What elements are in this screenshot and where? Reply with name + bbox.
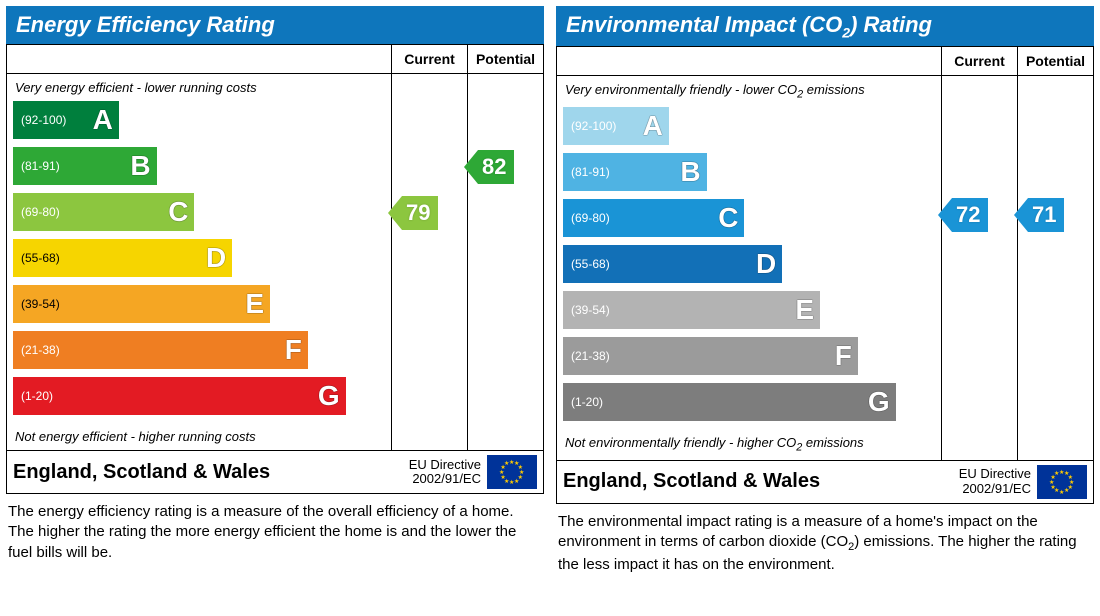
environmental-bars: Very environmentally friendly - lower CO… <box>557 76 941 459</box>
energy-header-row: Current Potential <box>7 45 543 74</box>
environmental-top-note: Very environmentally friendly - lower CO… <box>563 80 941 107</box>
band-range: (1-20) <box>571 395 603 409</box>
environmental-chart-body: Very environmentally friendly - lower CO… <box>557 76 1093 459</box>
band-range: (21-38) <box>571 349 610 363</box>
rating-band-a: (92-100) A <box>563 107 941 149</box>
eu-flag-icon: ★★★★★★★★★★★★ <box>487 455 537 489</box>
energy-chart: Current Potential Very energy efficient … <box>6 44 544 494</box>
rating-band-g: (1-20) G <box>563 383 941 425</box>
band-range: (69-80) <box>571 211 610 225</box>
band-letter: D <box>206 242 226 274</box>
rating-band-d: (55-68) D <box>563 245 941 287</box>
band-letter: D <box>756 248 776 280</box>
rating-band-d: (55-68) D <box>13 239 391 281</box>
band-letter: C <box>168 196 188 228</box>
energy-potential-value: 82 <box>482 154 506 180</box>
band-range: (39-54) <box>571 303 610 317</box>
rating-band-g: (1-20) G <box>13 377 391 419</box>
band-letter: B <box>680 156 700 188</box>
eu-flag-icon: ★★★★★★★★★★★★ <box>1037 465 1087 499</box>
band-letter: F <box>285 334 302 366</box>
environmental-directive: EU Directive 2002/91/EC <box>959 467 1031 496</box>
band-range: (92-100) <box>21 113 66 127</box>
band-range: (69-80) <box>21 205 60 219</box>
energy-title: Energy Efficiency Rating <box>6 6 544 44</box>
band-range: (55-68) <box>21 251 60 265</box>
environmental-current-value: 72 <box>956 202 980 228</box>
energy-bars: Very energy efficient - lower running co… <box>7 74 391 450</box>
page: Energy Efficiency Rating Current Potenti… <box>0 0 1100 581</box>
environmental-caption: The environmental impact rating is a mea… <box>556 504 1094 575</box>
band-letter: A <box>93 104 113 136</box>
energy-current-value: 79 <box>406 200 430 226</box>
environmental-header-row: Current Potential <box>557 47 1093 76</box>
energy-chart-body: Very energy efficient - lower running co… <box>7 74 543 450</box>
rating-band-c: (69-80) C <box>563 199 941 241</box>
band-letter: E <box>795 294 814 326</box>
environmental-potential-value: 71 <box>1032 202 1056 228</box>
band-range: (1-20) <box>21 389 53 403</box>
rating-band-c: (69-80) C <box>13 193 391 235</box>
band-letter: F <box>835 340 852 372</box>
energy-panel: Energy Efficiency Rating Current Potenti… <box>6 6 544 575</box>
band-range: (81-91) <box>21 159 60 173</box>
environmental-current-col: 72 <box>941 76 1017 459</box>
energy-potential-col: 82 <box>467 74 543 450</box>
environmental-region: England, Scotland & Wales <box>563 470 959 493</box>
energy-current-pointer: 79 <box>402 194 438 232</box>
band-letter: B <box>130 150 150 182</box>
band-letter: G <box>318 380 340 412</box>
energy-current-col: 79 <box>391 74 467 450</box>
energy-caption: The energy efficiency rating is a measur… <box>6 494 544 563</box>
energy-potential-pointer: 82 <box>478 148 514 186</box>
environmental-footer: England, Scotland & Wales EU Directive 2… <box>557 460 1093 503</box>
energy-bottom-note: Not energy efficient - higher running co… <box>13 423 391 446</box>
band-letter: C <box>718 202 738 234</box>
environmental-panel: Environmental Impact (CO2) Rating Curren… <box>556 6 1094 575</box>
environmental-title: Environmental Impact (CO2) Rating <box>556 6 1094 46</box>
energy-col-current: Current <box>391 45 467 73</box>
environmental-potential-col: 71 <box>1017 76 1093 459</box>
environmental-col-potential: Potential <box>1017 47 1093 75</box>
environmental-col-current: Current <box>941 47 1017 75</box>
energy-footer: England, Scotland & Wales EU Directive 2… <box>7 450 543 493</box>
energy-directive: EU Directive 2002/91/EC <box>409 458 481 487</box>
environmental-current-pointer: 72 <box>952 196 988 234</box>
rating-band-f: (21-38) F <box>13 331 391 373</box>
energy-top-note: Very energy efficient - lower running co… <box>13 78 391 101</box>
rating-band-e: (39-54) E <box>563 291 941 333</box>
band-range: (55-68) <box>571 257 610 271</box>
energy-col-potential: Potential <box>467 45 543 73</box>
band-letter: E <box>245 288 264 320</box>
rating-band-e: (39-54) E <box>13 285 391 327</box>
band-range: (92-100) <box>571 119 616 133</box>
environmental-bottom-note: Not environmentally friendly - higher CO… <box>563 429 941 456</box>
band-range: (21-38) <box>21 343 60 357</box>
rating-band-b: (81-91) B <box>563 153 941 195</box>
band-letter: G <box>868 386 890 418</box>
band-letter: A <box>643 110 663 142</box>
rating-band-a: (92-100) A <box>13 101 391 143</box>
environmental-chart: Current Potential Very environmentally f… <box>556 46 1094 503</box>
band-range: (39-54) <box>21 297 60 311</box>
environmental-potential-pointer: 71 <box>1028 196 1064 234</box>
rating-band-b: (81-91) B <box>13 147 391 189</box>
rating-band-f: (21-38) F <box>563 337 941 379</box>
band-range: (81-91) <box>571 165 610 179</box>
energy-region: England, Scotland & Wales <box>13 461 409 484</box>
